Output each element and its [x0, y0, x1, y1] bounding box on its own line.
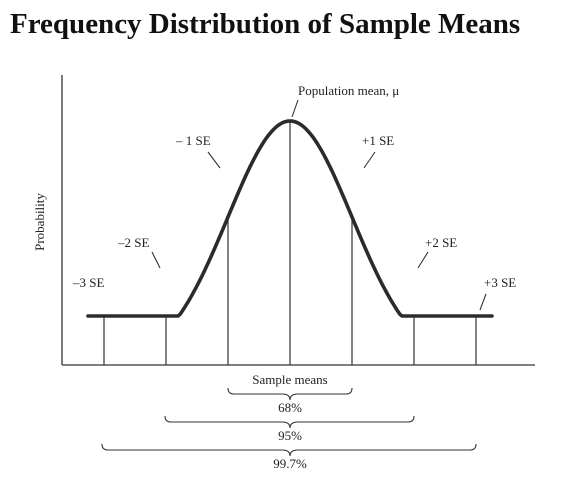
leader-minus1	[207, 151, 221, 169]
leader-plus1	[363, 151, 376, 169]
range-two-se-label: 95%	[278, 428, 302, 443]
label-minus2-se: –2 SE	[117, 235, 149, 250]
label-plus3-se: +3 SE	[484, 275, 516, 290]
y-axis-label: Probability	[32, 193, 47, 251]
leader-minus2	[151, 251, 161, 269]
brace-three-se	[101, 443, 477, 457]
label-minus3-se: –3 SE	[72, 275, 104, 290]
bell-curve	[86, 119, 494, 318]
label-plus2-se: +2 SE	[425, 235, 457, 250]
se-lines	[103, 121, 477, 365]
brace-one-se	[227, 387, 353, 401]
leader-plus3	[479, 293, 487, 311]
leader-mean	[291, 99, 299, 118]
leader-plus2	[417, 251, 429, 269]
label-minus1-se: – 1 SE	[175, 133, 211, 148]
label-plus1-se: +1 SE	[362, 133, 394, 148]
diagram-title: Frequency Distribution of Sample Means	[10, 8, 521, 40]
label-population-mean: Population mean, μ	[298, 83, 399, 98]
x-axis-label: Sample means	[252, 372, 327, 387]
brace-two-se	[164, 415, 415, 429]
range-three-se-label: 99.7%	[273, 456, 307, 471]
range-one-se-label: 68%	[278, 400, 302, 415]
leader-lines	[151, 99, 487, 311]
